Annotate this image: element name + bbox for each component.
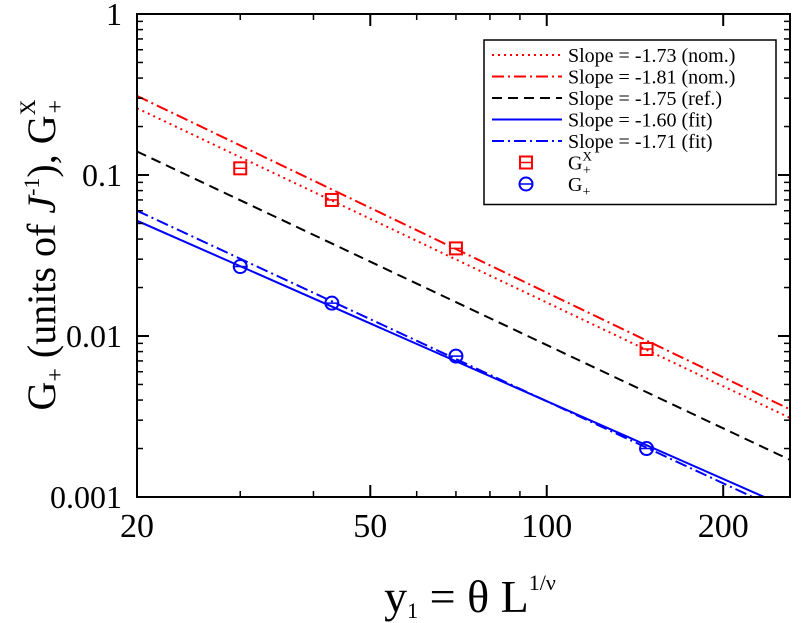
y-label-close: ), G xyxy=(19,115,64,177)
x-tick-label: 50 xyxy=(353,508,387,545)
x-tick-label: 200 xyxy=(698,508,749,545)
legend-entry-label: Slope = -1.60 (fit) xyxy=(568,110,713,132)
y-label-mid: (units of xyxy=(19,214,64,368)
x-tick-label: 20 xyxy=(120,508,154,545)
gx-plus-point xyxy=(233,161,248,176)
data-markers xyxy=(232,161,655,457)
y-label-gx-sub: + xyxy=(43,100,69,114)
g-plus-point xyxy=(448,348,464,364)
y-label-j: J xyxy=(19,194,64,214)
x-label-sup: 1/ν xyxy=(529,570,556,595)
legend-marker xyxy=(519,155,533,170)
x-label-eq: = θ L xyxy=(418,571,529,622)
fit-line-1 xyxy=(137,107,790,419)
x-label-sub: 1 xyxy=(407,598,418,623)
y-label-g-sub: + xyxy=(43,368,69,382)
legend: Slope = -1.73 (nom.)Slope = -1.81 (nom.)… xyxy=(483,39,777,206)
fit-line-2 xyxy=(137,94,790,411)
g-plus-point xyxy=(324,295,340,311)
gx-plus-point xyxy=(324,192,339,207)
x-axis-label: y1 = θ L1/ν xyxy=(384,570,556,623)
legend-box xyxy=(483,39,777,206)
x-tick-label: 100 xyxy=(521,508,572,545)
gx-plus-point xyxy=(639,342,654,357)
g-plus-point xyxy=(232,259,248,275)
fit-lines xyxy=(137,94,790,497)
legend-entry-label: Slope = -1.81 (nom.) xyxy=(568,67,735,89)
fit-line-5 xyxy=(137,209,756,497)
y-tick-label: 0.1 xyxy=(82,157,122,193)
legend-entry-label: G+ xyxy=(568,174,590,200)
legend-entry-label: GX + xyxy=(568,149,592,179)
y-tick-label: 0.001 xyxy=(50,479,122,515)
axis-ticks: 20 50 100 200 0.001 0.01 0.1 1 xyxy=(50,0,790,545)
legend-entry-label: Slope = -1.73 (nom.) xyxy=(568,45,735,67)
y-tick-label: 0.01 xyxy=(66,318,122,354)
legend-entry-label: Slope = -1.71 (fit) xyxy=(568,131,713,153)
y-label-g: G xyxy=(19,382,64,411)
legend-entry-label: Slope = -1.75 (ref.) xyxy=(568,88,722,110)
x-label-y: y xyxy=(384,571,407,622)
legend-marker xyxy=(518,176,534,192)
plot-frame xyxy=(136,13,791,498)
y-label-gx-sup: X xyxy=(15,99,40,115)
y-axis-label: G+ (units of J-1), GX + xyxy=(15,99,69,410)
fit-line-3 xyxy=(137,150,790,461)
y-tick-label: 1 xyxy=(106,0,122,32)
g-plus-point xyxy=(639,441,655,457)
gx-plus-point xyxy=(448,241,463,256)
y-label-j-sup: -1 xyxy=(19,178,44,196)
